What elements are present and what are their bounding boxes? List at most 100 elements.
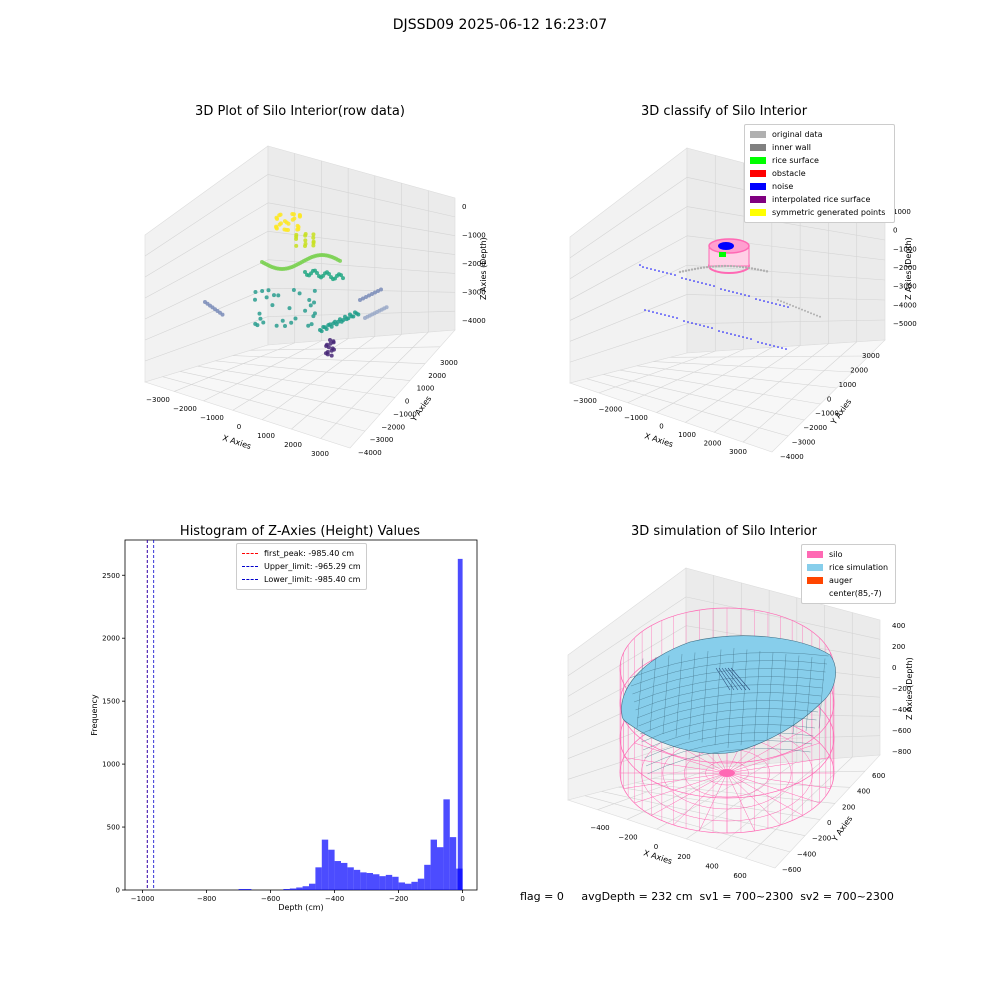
grid-line xyxy=(618,786,821,820)
scatter-point xyxy=(696,267,700,270)
scatter-point xyxy=(258,316,263,321)
rice-mesh-line xyxy=(753,650,761,743)
grid-line xyxy=(714,343,829,433)
scatter-point xyxy=(753,267,757,271)
histogram-bar xyxy=(302,886,309,890)
z-tick-label: −3000 xyxy=(462,289,486,297)
grid-line xyxy=(603,374,805,421)
y-tick-label: −1000 xyxy=(815,410,839,418)
scatter-point xyxy=(738,265,742,269)
scatter-point xyxy=(740,293,742,295)
scatter-point xyxy=(693,280,695,282)
scatter-point xyxy=(293,316,298,321)
silo-floor-spoke xyxy=(651,772,728,816)
scatter-point xyxy=(783,305,785,307)
panel4-floor-pane xyxy=(566,754,881,869)
grid-line xyxy=(203,340,322,402)
grid-line xyxy=(686,761,798,840)
y-tick-label: 0 xyxy=(827,395,831,403)
histogram-bar xyxy=(334,861,341,890)
grid-line xyxy=(586,378,789,437)
panel2-xlabel: X Axies xyxy=(643,431,674,449)
scatter-point xyxy=(664,314,666,316)
y-tick-label: 2000 xyxy=(102,635,120,643)
z-tick-label: −5000 xyxy=(893,320,917,328)
grid-line xyxy=(597,767,714,810)
panel2-left-pane xyxy=(569,147,688,384)
panel2-title: 3D classify of Silo Interior xyxy=(640,104,808,119)
y-tick-label: 200 xyxy=(842,803,855,811)
scatter-point xyxy=(795,306,797,309)
x-tick-label: 0 xyxy=(237,423,241,431)
panel4-ylabel: Y Axies xyxy=(830,814,855,844)
scatter-point xyxy=(786,302,788,305)
figure-suptitle: DJSSD09 2025-06-12 16:23:07 xyxy=(392,17,608,33)
scatter-point xyxy=(762,269,766,272)
silo-floor-spoke xyxy=(673,772,728,826)
legend-label: original data xyxy=(772,130,823,139)
scatter-point xyxy=(761,342,763,344)
grid-line xyxy=(686,264,886,281)
histogram-bar xyxy=(430,839,437,890)
silo-floor-spoke xyxy=(634,772,728,804)
scatter-point xyxy=(289,320,294,325)
rice-mesh-line xyxy=(645,740,813,767)
panel3-xlabel: Depth (cm) xyxy=(278,903,323,912)
silo-floor-spoke xyxy=(726,757,831,774)
silo-floor-spoke xyxy=(726,730,803,774)
scatter-point xyxy=(693,267,697,271)
grid-line xyxy=(685,596,881,640)
panel1-tick-labels: −3000−2000−10000100020003000300020001000… xyxy=(146,203,486,458)
y-tick-label: 1000 xyxy=(102,761,120,769)
panel2-tick-labels: −3000−2000−10000100020003000300020001000… xyxy=(573,208,917,461)
scatter-point xyxy=(308,303,313,308)
scatter-point xyxy=(276,293,281,298)
histogram-bar xyxy=(315,867,322,890)
z-tick-label: 1000 xyxy=(893,208,911,216)
scatter-point xyxy=(329,348,334,353)
legend-label: noise xyxy=(772,182,794,191)
scatter-point xyxy=(312,300,317,305)
grid-line xyxy=(584,795,791,853)
y-tick-label: −600 xyxy=(782,866,801,874)
scatter-point xyxy=(718,330,720,332)
grid-line xyxy=(620,369,821,405)
silo-floor-spoke xyxy=(726,742,820,774)
scatter-point xyxy=(654,269,656,271)
scatter-point xyxy=(699,324,701,326)
scatter-point xyxy=(367,293,371,298)
scatter-point xyxy=(750,338,752,340)
rice-mesh-line xyxy=(629,652,829,679)
scatter-point xyxy=(711,327,713,329)
scatter-point xyxy=(813,313,815,316)
legend-label: Upper_limit: -965.29 cm xyxy=(264,562,361,571)
scatter-point xyxy=(297,291,302,296)
grid-line xyxy=(569,264,688,321)
z-tick-label: −1000 xyxy=(462,232,486,240)
legend-swatch xyxy=(807,577,823,584)
scatter-point xyxy=(339,273,343,278)
grid-line xyxy=(144,316,269,362)
scatter-point xyxy=(769,344,771,346)
scatter-point xyxy=(787,306,789,308)
scatter-point xyxy=(709,284,711,286)
panel1-title: 3D Plot of Silo Interior(row data) xyxy=(195,104,405,119)
scatter-point xyxy=(642,266,644,268)
legend-swatch xyxy=(750,170,766,177)
scatter-point xyxy=(705,283,707,285)
x-tick-label: 400 xyxy=(705,862,718,870)
z-tick-label: −600 xyxy=(892,727,911,735)
auger-line xyxy=(715,667,731,691)
scatter-point xyxy=(763,300,765,302)
silo-floor-spoke xyxy=(726,772,781,826)
scatter-point xyxy=(748,295,750,297)
scatter-point xyxy=(747,266,751,270)
histogram-bar xyxy=(411,881,418,890)
histogram-bar xyxy=(360,872,367,890)
grid-line xyxy=(261,336,376,420)
scatter-point xyxy=(303,308,308,313)
silo-floor-spoke xyxy=(699,772,728,832)
scatter-point xyxy=(326,345,331,350)
grid-line xyxy=(653,361,853,373)
scatter-point xyxy=(286,221,291,226)
